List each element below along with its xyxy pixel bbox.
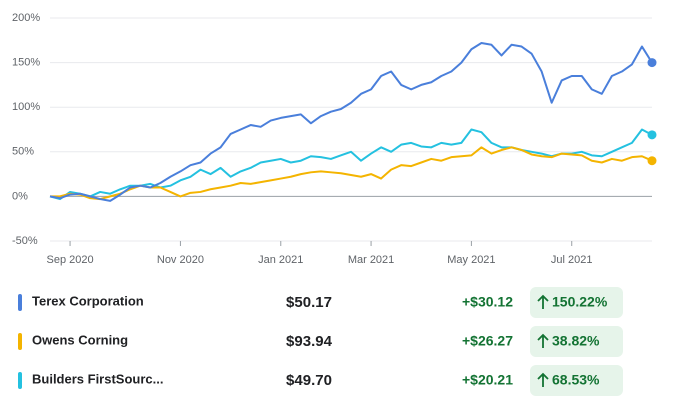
x-tick-label: Jan 2021 bbox=[258, 254, 303, 266]
x-tick-label: May 2021 bbox=[447, 254, 495, 266]
change-badge bbox=[530, 326, 623, 357]
price: $93.94 bbox=[286, 333, 333, 350]
up-arrow bbox=[537, 333, 549, 348]
legend-swatch bbox=[18, 372, 22, 389]
change-pct: 38.82% bbox=[552, 333, 600, 349]
y-tick-label: 50% bbox=[12, 146, 34, 158]
up-arrow bbox=[537, 294, 549, 309]
y-tick-label: 0% bbox=[12, 190, 28, 202]
series-line bbox=[50, 146, 653, 201]
legend-name: Owens Corning bbox=[32, 332, 128, 347]
end-dot bbox=[647, 156, 657, 166]
up-arrow bbox=[537, 372, 549, 387]
change-pct: 150.22% bbox=[552, 294, 608, 310]
x-tick-label: Sep 2020 bbox=[47, 254, 94, 266]
end-dot bbox=[647, 130, 657, 140]
y-tick-label: 150% bbox=[12, 57, 40, 69]
change-badge bbox=[530, 365, 623, 396]
y-tick-label: -50% bbox=[12, 235, 38, 247]
legend-name: Terex Corporation bbox=[32, 293, 144, 308]
change: +$30.12 bbox=[462, 294, 513, 310]
legend-swatch bbox=[18, 333, 22, 350]
change-pct: 68.53% bbox=[552, 372, 600, 388]
y-tick-label: 200% bbox=[12, 12, 40, 24]
x-tick-label: Jul 2021 bbox=[551, 254, 593, 266]
series-line bbox=[49, 41, 653, 202]
price: $50.17 bbox=[286, 294, 332, 311]
price: $49.70 bbox=[286, 372, 332, 389]
y-tick-label: 100% bbox=[12, 101, 40, 113]
series-line bbox=[49, 128, 653, 201]
x-tick-label: Mar 2021 bbox=[348, 254, 394, 266]
x-tick-label: Nov 2020 bbox=[157, 254, 204, 266]
legend-swatch bbox=[18, 294, 22, 311]
end-dot bbox=[647, 58, 657, 68]
change: +$26.27 bbox=[462, 333, 513, 349]
change-badge bbox=[530, 287, 623, 318]
legend-name: Builders FirstSourc... bbox=[32, 371, 163, 386]
change: +$20.21 bbox=[462, 372, 513, 388]
